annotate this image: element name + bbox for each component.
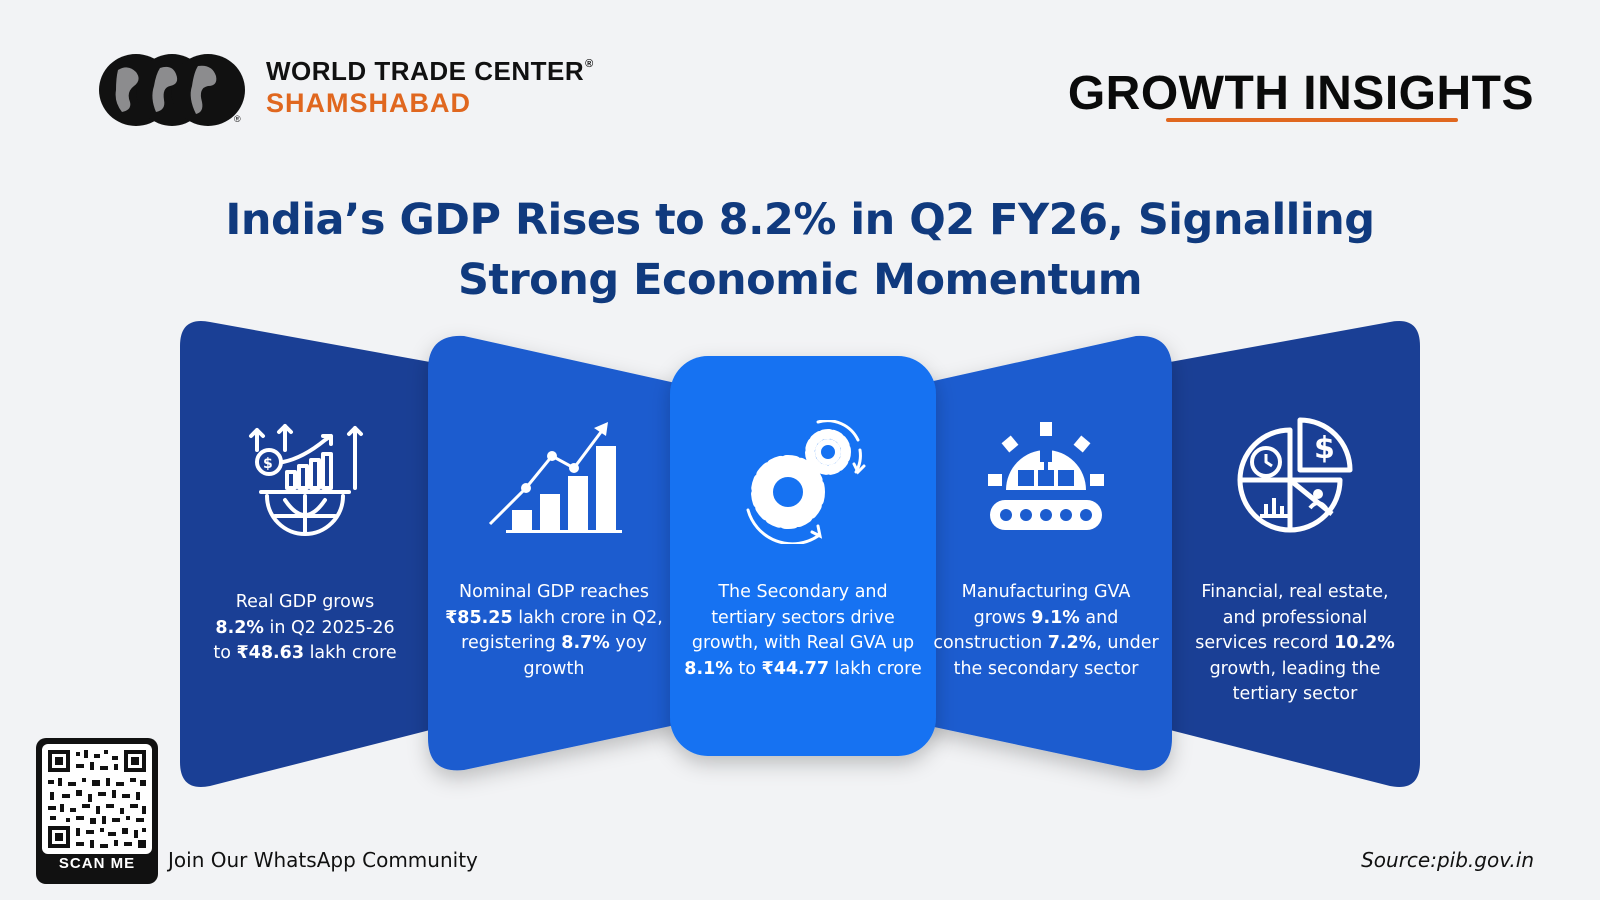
panel-2-line-3-pre: registering	[461, 633, 562, 653]
panel-1-line-3-pre: to	[213, 643, 237, 663]
panel-4-line-3-rest: , under	[1096, 633, 1159, 653]
headline: India’s GDP Rises to 8.2% in Q2 FY26, Si…	[0, 190, 1600, 310]
panel-2-text: Nominal GDP reaches ₹85.25 lakh crore in…	[428, 580, 680, 682]
panel-1-text: Real GDP grows 8.2% in Q2 2025-26 to ₹48…	[180, 590, 430, 667]
source-text: Source:pib.gov.in	[1361, 848, 1534, 872]
panel-4-line-2: grows 9.1% and	[920, 606, 1172, 632]
growth-insights-title: GROWTH INSIGHTS	[1067, 67, 1534, 120]
panel-1-bold-2: ₹48.63	[236, 643, 304, 663]
whatsapp-community-text: Join Our WhatsApp Community	[168, 848, 478, 872]
bar-chart-growth-icon	[488, 422, 622, 533]
panel-4-shape	[920, 335, 1172, 771]
panel-4-text: Manufacturing GVA grows 9.1% and constru…	[920, 580, 1172, 682]
panel-5-line-1: Financial, real estate,	[1201, 582, 1389, 602]
panel-1-line-1: Real GDP grows	[235, 592, 375, 612]
panel-5: $ Financial, real estate, and profession…	[1170, 414, 1420, 714]
panel-4: Manufacturing GVA grows 9.1% and constru…	[920, 420, 1172, 720]
panel-1-line-3: to ₹48.63 lakh crore	[180, 641, 430, 667]
panel-4-line-1: Manufacturing GVA	[961, 582, 1131, 602]
panel-5-line-2: and professional	[1222, 607, 1368, 628]
panel-1-line-3-rest: lakh crore	[304, 643, 397, 663]
panel-1-line-2-rest: in Q2 2025-26	[263, 617, 395, 638]
panel-4-line-3-pre: construction	[933, 633, 1048, 653]
panel-2-line-2: ₹85.25 lakh crore in Q2,	[428, 606, 680, 632]
panel-2-shape	[428, 335, 680, 771]
panel-3-line-4: 8.1% to ₹44.77 lakh crore	[670, 657, 936, 683]
panel-5-shape	[1170, 321, 1420, 787]
panel-4-line-2-rest: and	[1079, 607, 1119, 628]
panel-3-bold-2: ₹44.77	[761, 658, 830, 679]
panel-1-bold-1: 8.2%	[215, 617, 264, 638]
panel-2-line-3: registering 8.7% yoy	[428, 631, 680, 657]
panel-3-line-1: The Secondary and	[718, 582, 888, 602]
factory-conveyor-icon	[988, 422, 1104, 530]
panel-2-line-4: growth	[523, 658, 585, 679]
panel-3-line-4-rest: lakh crore	[829, 658, 922, 679]
title-underline	[1166, 118, 1458, 122]
qr-code-image	[42, 744, 152, 854]
panel-5-line-5: tertiary sector	[1232, 684, 1358, 704]
panel-2-line-2-rest: lakh crore in Q2,	[512, 607, 663, 628]
panel-5-bold-1: 10.2%	[1334, 633, 1395, 653]
panel-1-line-2: 8.2% in Q2 2025-26	[180, 616, 430, 642]
panel-3-line-3: growth, with Real GVA up	[691, 633, 915, 653]
pie-services-icon: $	[1237, 417, 1353, 533]
panel-3: The Secondary and tertiary sectors drive…	[670, 420, 936, 720]
registered-mark: ®	[585, 58, 594, 70]
globes-icon: ®	[99, 54, 245, 126]
headline-line-1: India’s GDP Rises to 8.2% in Q2 FY26, Si…	[225, 195, 1375, 245]
panel-4-bold-1: 9.1%	[1031, 607, 1080, 628]
panel-4-bold-2: 7.2%	[1047, 633, 1097, 653]
panel-2-bold-2: 8.7%	[561, 633, 610, 653]
scan-me-label: SCAN ME	[58, 855, 136, 872]
panel-5-line-4: growth, leading the	[1209, 658, 1381, 679]
panel-4-line-3: construction 7.2%, under	[920, 631, 1172, 657]
svg-text:®: ®	[234, 114, 241, 124]
qr-code[interactable]: SCAN ME	[36, 738, 158, 884]
panel-3-shape	[670, 356, 936, 756]
globe-growth-icon: $	[249, 424, 363, 536]
panel-2-bold-1: ₹85.25	[445, 607, 513, 628]
panel-2-line-1: Nominal GDP reaches	[459, 582, 649, 602]
svg-text:$: $	[1314, 431, 1335, 466]
panel-4-line-2-pre: grows	[973, 607, 1032, 628]
panel-1: $ Real GDP grows 8.2% in Q2 2025-26 to ₹…	[180, 420, 430, 720]
headline-line-2: Strong Economic Momentum	[457, 255, 1143, 305]
wtc-logo: ® WORLD TRADE CENTER® SHAMSHABAD	[98, 50, 618, 130]
panel-3-line-2: tertiary sectors drive	[711, 607, 895, 628]
brand-location: SHAMSHABAD	[266, 88, 471, 118]
panel-3-bold-1: 8.1%	[684, 658, 733, 679]
panel-3-line-4-mid: to	[732, 658, 762, 679]
gears-icon	[746, 420, 866, 544]
panel-5-line-3: services record 10.2%	[1170, 631, 1420, 657]
brand-name: WORLD TRADE CENTER®	[266, 56, 594, 87]
panel-4-line-4: the secondary sector	[953, 658, 1139, 679]
qr-pattern-icon	[48, 750, 146, 848]
brand-name-text: WORLD TRADE CENTER	[266, 56, 585, 86]
panel-1-shape	[180, 321, 430, 787]
panel-2: Nominal GDP reaches ₹85.25 lakh crore in…	[428, 420, 680, 720]
panel-2-line-3-rest: yoy	[609, 633, 647, 653]
svg-text:$: $	[263, 456, 273, 472]
panel-5-line-3-pre: services record	[1195, 633, 1335, 653]
panel-3-text: The Secondary and tertiary sectors drive…	[670, 580, 936, 682]
panel-5-text: Financial, real estate, and professional…	[1170, 580, 1420, 708]
